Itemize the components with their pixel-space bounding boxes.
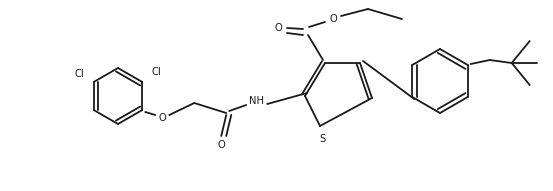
Text: O: O bbox=[274, 23, 282, 33]
Text: Cl: Cl bbox=[75, 69, 85, 79]
Text: NH: NH bbox=[249, 96, 264, 106]
Text: O: O bbox=[329, 14, 337, 24]
Text: S: S bbox=[319, 134, 325, 144]
Text: Cl: Cl bbox=[152, 67, 161, 77]
Text: O: O bbox=[217, 140, 225, 150]
Text: O: O bbox=[158, 113, 166, 123]
